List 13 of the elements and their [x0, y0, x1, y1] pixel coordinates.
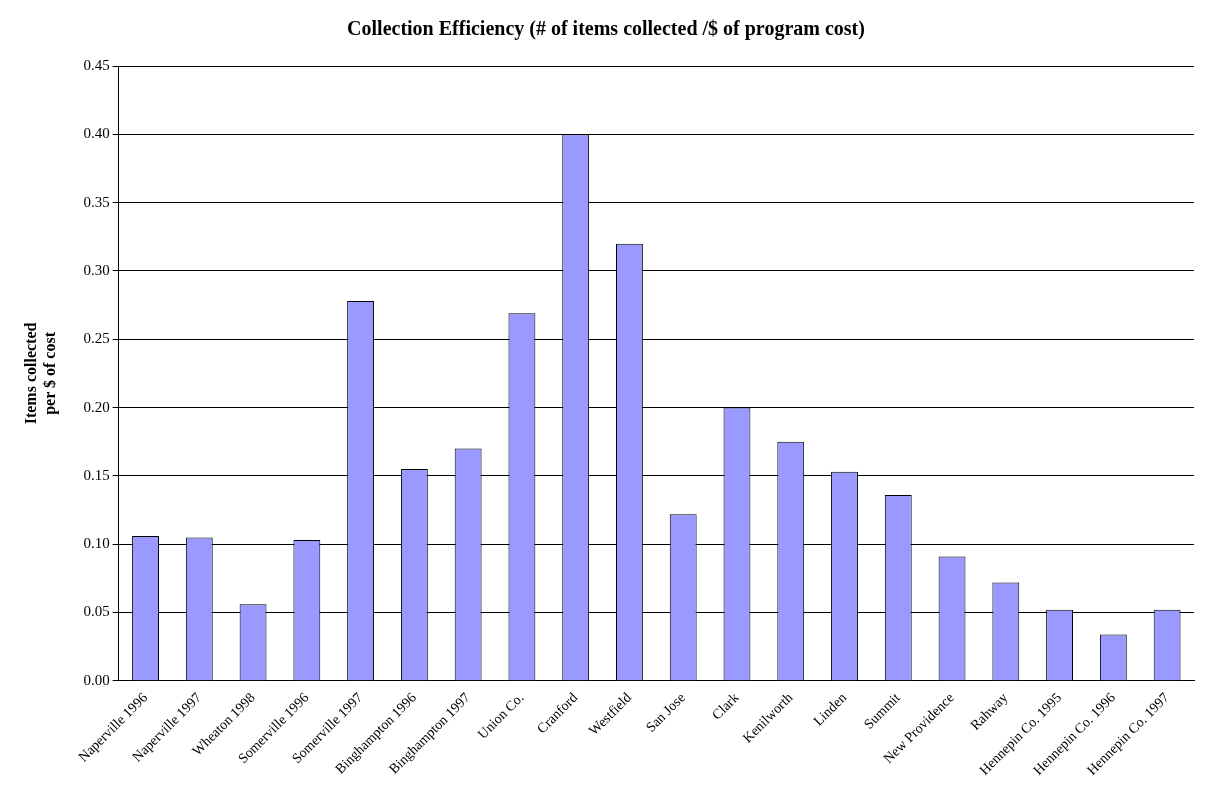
y-tick-label: 0.35: [83, 193, 110, 210]
y-axis-title: Items collected per $ of cost: [21, 322, 59, 425]
y-tick-label: 0.40: [83, 125, 110, 142]
y-tick-label: 0.15: [83, 466, 110, 483]
x-tick-label: San Jose: [642, 689, 688, 735]
y-tick-label: 0.05: [83, 603, 110, 620]
y-tick-label: 0.25: [83, 330, 110, 347]
y-tick-label: 0.00: [83, 671, 110, 688]
y-tick-label: 0.30: [83, 261, 110, 278]
y-tick-label: 0.20: [83, 398, 110, 415]
y-tick-label: 0.10: [83, 535, 110, 552]
y-tick-label: 0.45: [83, 56, 110, 73]
chart-title: Collection Efficiency (# of items collected /$ of program cost): [347, 17, 865, 41]
